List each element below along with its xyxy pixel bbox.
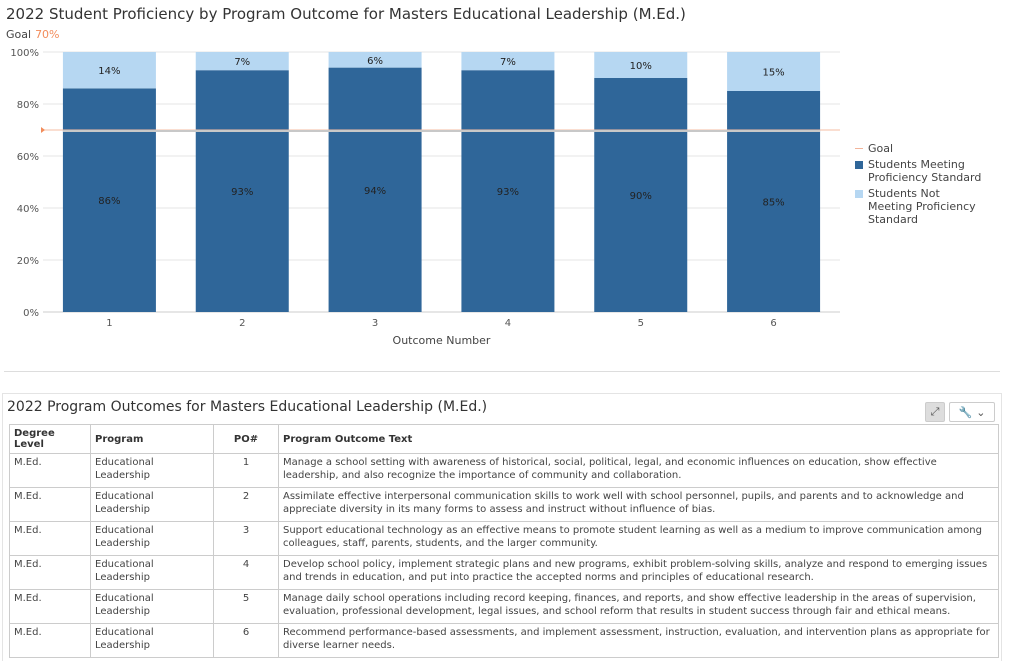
bar-not-meeting <box>594 52 688 78</box>
goal-indicator: Goal 70% <box>6 28 60 41</box>
col-header-program[interactable]: Program <box>90 424 214 454</box>
cell-degree: M.Ed. <box>9 453 91 488</box>
cell-program: Educational Leadership <box>90 555 214 590</box>
cell-po: 1 <box>213 453 279 488</box>
cell-outcome-text: Support educational technology as an eff… <box>278 521 999 556</box>
y-tick-label: 0% <box>23 308 39 319</box>
col-header-po[interactable]: PO# <box>213 424 279 454</box>
goal-value: 70% <box>35 28 60 41</box>
y-tick-label: 80% <box>17 100 39 111</box>
goal-marker <box>41 127 45 133</box>
data-label-not-meeting: 14% <box>98 66 120 77</box>
bar-not-meeting <box>727 52 821 91</box>
cell-program: Educational Leadership <box>90 589 214 624</box>
cell-outcome-text: Develop school policy, implement strateg… <box>278 555 999 590</box>
bar-meeting <box>62 88 156 313</box>
bar-meeting <box>195 70 289 312</box>
x-tick-label: 1 <box>106 318 112 329</box>
bar-meeting <box>727 91 821 312</box>
col-header-outcome-text[interactable]: Program Outcome Text <box>278 424 999 454</box>
chart-legend[interactable]: Goal Students Meeting Proficiency Standa… <box>855 142 983 229</box>
legend-label-not-meeting: Students Not Meeting Proficiency Standar… <box>868 187 976 226</box>
panel-toolbar: ⤢ 🔧 ⌄ <box>925 402 995 422</box>
x-tick-label: 3 <box>372 318 378 329</box>
data-label-not-meeting: 6% <box>367 56 383 67</box>
cell-degree: M.Ed. <box>9 623 91 658</box>
table-title: 2022 Program Outcomes for Masters Educat… <box>7 399 488 415</box>
table-row: M.Ed. Educational Leadership 3 Support educ… <box>9 521 999 556</box>
x-tick-label: 6 <box>770 318 776 329</box>
chevron-down-icon: ⌄ <box>976 405 986 419</box>
data-label-meeting: 86% <box>98 196 120 207</box>
cell-po: 4 <box>213 555 279 590</box>
data-label-meeting: 93% <box>497 187 519 198</box>
expand-button[interactable]: ⤢ <box>925 402 945 422</box>
table-row: M.Ed. Educational Leadership 6 Recommend pe… <box>9 623 999 658</box>
chart-title: 2022 Student Proficiency by Program Outc… <box>6 5 686 23</box>
data-label-meeting: 94% <box>364 186 386 197</box>
data-label-not-meeting: 7% <box>234 57 250 68</box>
data-label-not-meeting: 10% <box>630 61 652 72</box>
cell-program: Educational Leadership <box>90 521 214 556</box>
table-row: M.Ed. Educational Leadership 1 Manage a sch… <box>9 453 999 488</box>
legend-item-goal[interactable]: Goal <box>855 142 983 155</box>
cell-degree: M.Ed. <box>9 487 91 522</box>
x-tick-label: 5 <box>638 318 644 329</box>
cell-po: 2 <box>213 487 279 522</box>
goal-label: Goal <box>6 28 32 41</box>
bar-not-meeting <box>461 52 555 71</box>
legend-label-meeting: Students Meeting Proficiency Standard <box>868 158 982 184</box>
cell-outcome-text: Manage daily school operations including… <box>278 589 999 624</box>
stacked-bar-chart: 100% 80% 60% 40% 20% 0% 86% 14% 1 93% 7% 2 94% 6% 3 93%… <box>10 48 840 347</box>
settings-menu-button[interactable]: 🔧 ⌄ <box>949 402 995 422</box>
legend-swatch-goal <box>855 148 863 149</box>
bar-meeting <box>461 70 555 312</box>
y-tick-label: 100% <box>10 48 39 59</box>
cell-po: 5 <box>213 589 279 624</box>
data-label-meeting: 90% <box>630 191 652 202</box>
cell-po: 6 <box>213 623 279 658</box>
table-header-row: Degree Level Program PO# Program Outcome… <box>9 424 999 454</box>
data-label-not-meeting: 15% <box>762 68 784 79</box>
y-tick-label: 20% <box>17 256 39 267</box>
cell-program: Educational Leadership <box>90 453 214 488</box>
legend-item-meeting[interactable]: Students Meeting Proficiency Standard <box>855 158 983 184</box>
cell-outcome-text: Assimilate effective interpersonal commu… <box>278 487 999 522</box>
col-header-degree-level[interactable]: Degree Level <box>9 424 91 454</box>
cell-degree: M.Ed. <box>9 555 91 590</box>
x-tick-label: 2 <box>239 318 245 329</box>
wrench-icon: 🔧 <box>958 405 973 419</box>
cell-degree: M.Ed. <box>9 521 91 556</box>
x-axis-title: Outcome Number <box>393 334 491 347</box>
cell-outcome-text: Recommend performance-based assessments,… <box>278 623 999 658</box>
y-tick-label: 40% <box>17 204 39 215</box>
cell-program: Educational Leadership <box>90 487 214 522</box>
outcomes-table-panel: 2022 Program Outcomes for Masters Educat… <box>2 393 1002 661</box>
legend-item-not-meeting[interactable]: Students Not Meeting Proficiency Standar… <box>855 187 983 226</box>
outcomes-table: Degree Level Program PO# Program Outcome… <box>9 424 999 658</box>
table-row: M.Ed. Educational Leadership 4 Develop scho… <box>9 555 999 590</box>
data-label-meeting: 85% <box>762 198 784 209</box>
data-label-not-meeting: 7% <box>500 57 516 68</box>
table-row: M.Ed. Educational Leadership 5 Manage daily… <box>9 589 999 624</box>
table-row: M.Ed. Educational Leadership 2 Assimilate e… <box>9 487 999 522</box>
y-tick-label: 60% <box>17 152 39 163</box>
cell-program: Educational Leadership <box>90 623 214 658</box>
legend-swatch-not-meeting <box>855 190 863 198</box>
bar-not-meeting <box>328 52 422 68</box>
cell-po: 3 <box>213 521 279 556</box>
data-label-meeting: 93% <box>231 187 253 198</box>
bar-not-meeting <box>62 52 156 89</box>
cell-degree: M.Ed. <box>9 589 91 624</box>
cell-outcome-text: Manage a school setting with awareness o… <box>278 453 999 488</box>
section-divider <box>4 371 1000 372</box>
bar-not-meeting <box>195 52 289 71</box>
expand-icon: ⤢ <box>930 405 940 418</box>
x-tick-label: 4 <box>505 318 511 329</box>
bar-meeting <box>328 67 422 312</box>
legend-swatch-meeting <box>855 161 863 169</box>
legend-label-goal: Goal <box>868 142 894 155</box>
bar-meeting <box>594 78 688 312</box>
